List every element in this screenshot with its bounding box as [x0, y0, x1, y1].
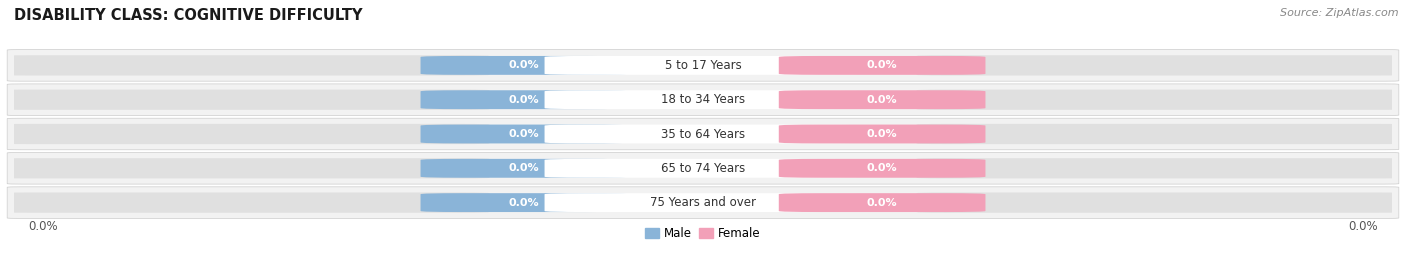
FancyBboxPatch shape [0, 158, 489, 178]
FancyBboxPatch shape [917, 55, 1406, 76]
FancyBboxPatch shape [0, 90, 489, 110]
FancyBboxPatch shape [779, 193, 986, 212]
Text: 0.0%: 0.0% [868, 198, 897, 208]
Text: DISABILITY CLASS: COGNITIVE DIFFICULTY: DISABILITY CLASS: COGNITIVE DIFFICULTY [14, 8, 363, 23]
FancyBboxPatch shape [420, 125, 627, 143]
Text: 0.0%: 0.0% [1348, 220, 1378, 233]
Text: 0.0%: 0.0% [509, 60, 538, 70]
FancyBboxPatch shape [917, 124, 1406, 144]
FancyBboxPatch shape [420, 56, 627, 75]
Text: 0.0%: 0.0% [28, 220, 58, 233]
FancyBboxPatch shape [7, 152, 1399, 184]
Legend: Male, Female: Male, Female [641, 222, 765, 245]
FancyBboxPatch shape [544, 90, 862, 109]
FancyBboxPatch shape [779, 56, 986, 75]
FancyBboxPatch shape [420, 90, 627, 109]
Text: 0.0%: 0.0% [868, 129, 897, 139]
FancyBboxPatch shape [420, 159, 627, 178]
FancyBboxPatch shape [7, 118, 1399, 150]
FancyBboxPatch shape [0, 55, 489, 76]
FancyBboxPatch shape [779, 159, 986, 178]
FancyBboxPatch shape [779, 125, 986, 143]
Text: Source: ZipAtlas.com: Source: ZipAtlas.com [1281, 8, 1399, 18]
Text: 0.0%: 0.0% [509, 95, 538, 105]
FancyBboxPatch shape [7, 187, 1399, 218]
Text: 35 to 64 Years: 35 to 64 Years [661, 128, 745, 140]
Text: 5 to 17 Years: 5 to 17 Years [665, 59, 741, 72]
FancyBboxPatch shape [544, 159, 862, 178]
FancyBboxPatch shape [0, 124, 489, 144]
FancyBboxPatch shape [779, 90, 986, 109]
Text: 75 Years and over: 75 Years and over [650, 196, 756, 209]
Text: 65 to 74 Years: 65 to 74 Years [661, 162, 745, 175]
FancyBboxPatch shape [544, 193, 862, 212]
FancyBboxPatch shape [420, 193, 627, 212]
Text: 0.0%: 0.0% [509, 129, 538, 139]
Text: 0.0%: 0.0% [868, 163, 897, 173]
FancyBboxPatch shape [544, 56, 862, 75]
FancyBboxPatch shape [917, 90, 1406, 110]
FancyBboxPatch shape [0, 192, 489, 213]
FancyBboxPatch shape [7, 84, 1399, 116]
Text: 0.0%: 0.0% [868, 95, 897, 105]
FancyBboxPatch shape [917, 158, 1406, 178]
FancyBboxPatch shape [544, 125, 862, 143]
FancyBboxPatch shape [917, 192, 1406, 213]
FancyBboxPatch shape [7, 50, 1399, 81]
Text: 0.0%: 0.0% [509, 198, 538, 208]
Text: 0.0%: 0.0% [509, 163, 538, 173]
Text: 0.0%: 0.0% [868, 60, 897, 70]
Text: 18 to 34 Years: 18 to 34 Years [661, 93, 745, 106]
